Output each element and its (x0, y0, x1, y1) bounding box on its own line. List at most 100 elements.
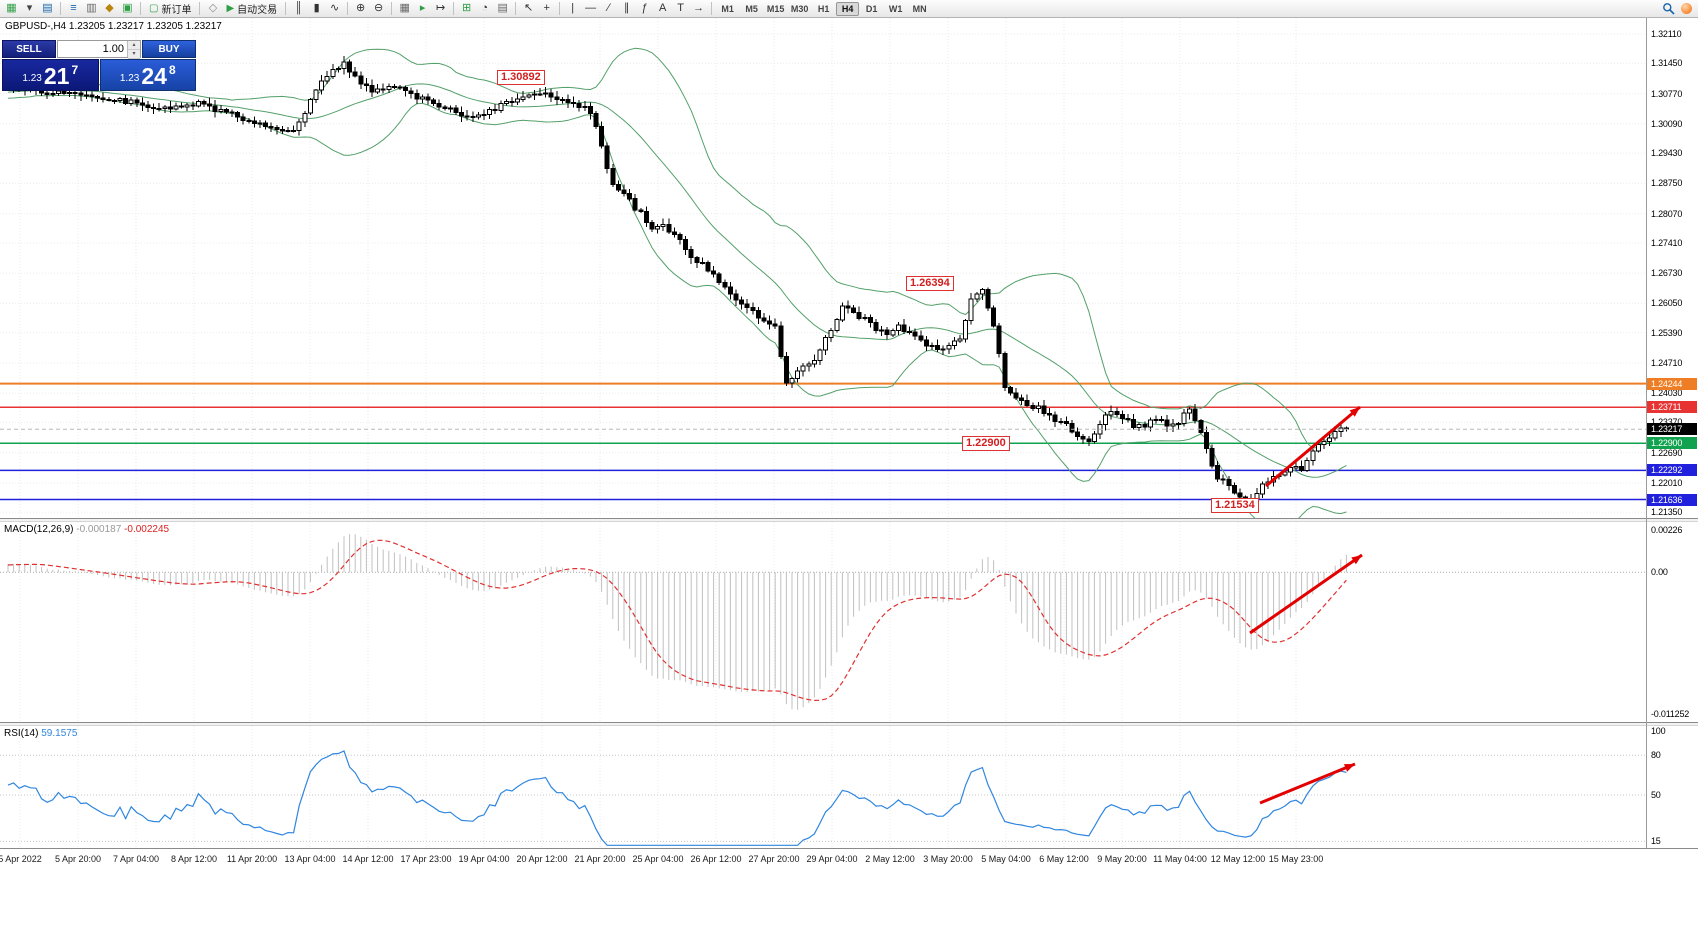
price-axis-label: 1.29430 (1651, 148, 1683, 158)
toolbar-separator (60, 2, 61, 15)
rsi-axis-label: 80 (1651, 750, 1661, 760)
line-chart-icon[interactable]: ∿ (326, 1, 343, 16)
timeframe-m5-button[interactable]: M5 (745, 3, 758, 14)
profiles-icon-glyph: ▤ (42, 2, 53, 14)
rsi-panel[interactable]: RSI(14) 59.1575 100 80 50 15 (0, 726, 1698, 848)
navigator-icon-glyph: ◆ (105, 2, 114, 14)
sell-button[interactable]: SELL (2, 40, 56, 58)
volume-input[interactable]: 1.00 ▴ ▾ (57, 40, 141, 59)
chart-shift-icon-glyph: ↦ (436, 2, 446, 14)
metaeditor-icon[interactable]: ◇ (204, 1, 221, 16)
rsi-axis-label: 15 (1651, 836, 1661, 846)
text-icon[interactable]: A (654, 1, 671, 16)
bottom-filler (0, 870, 1698, 940)
zoom-in-icon[interactable]: ⊕ (352, 1, 369, 16)
fibonacci-icon[interactable]: ƒ (636, 1, 653, 16)
market-watch-icon[interactable]: ≡ (65, 1, 82, 16)
toolbar-separator (140, 2, 141, 15)
timeframe-m15-button[interactable]: M15 (766, 3, 785, 14)
new-chart-icon[interactable]: ▦ (3, 1, 20, 16)
panel-separator[interactable] (0, 518, 1698, 522)
new-order-icon: ▢ (149, 3, 159, 14)
trend-arrow-line[interactable] (1249, 553, 1363, 635)
timeframe-m30-button[interactable]: M30 (790, 3, 809, 14)
text-label-icon[interactable]: T (672, 1, 689, 16)
time-axis-label: 3 May 20:00 (923, 854, 973, 864)
vertical-line-icon[interactable]: | (564, 1, 581, 16)
auto-scroll-icon-glyph: ▸ (419, 2, 426, 14)
chart-shift-icon[interactable]: ↦ (432, 1, 449, 16)
timeframe-d1-button[interactable]: D1 (865, 3, 878, 14)
time-axis[interactable]: 5 Apr 2022 5 Apr 20:00 7 Apr 04:00 8 Apr 12… (0, 848, 1698, 870)
new-order-button[interactable]: ▢ 新订单 (145, 1, 195, 16)
timeframe-h4-button[interactable]: H4 (836, 1, 860, 16)
periods-icon[interactable]: ◔ (476, 1, 493, 16)
bar-chart-icon[interactable]: ║ (290, 1, 307, 16)
new-chart-icon-glyph: ▦ (6, 2, 17, 14)
main-chart-panel[interactable]: GBPUSD-,H4 1.23205 1.23217 1.23205 1.232… (0, 18, 1698, 518)
auto-scroll-icon[interactable]: ▸ (414, 1, 431, 16)
price-callout-1.26394[interactable]: 1.26394 (906, 276, 954, 291)
channel-icon[interactable]: ∥ (618, 1, 635, 16)
price-callout-1.22900[interactable]: 1.22900 (962, 436, 1010, 451)
search-icon[interactable] (1660, 1, 1677, 16)
fibonacci-icon-glyph: ƒ (641, 2, 648, 14)
cursor-icon[interactable]: ↖ (520, 1, 537, 16)
time-axis-label: 8 Apr 12:00 (170, 854, 218, 864)
price-badge-1.22900: 1.22900 (1647, 437, 1697, 449)
rsi-axis-label: 100 (1651, 726, 1666, 736)
price-axis-label: 1.24710 (1651, 358, 1683, 368)
price-callout-1.30892[interactable]: 1.30892 (497, 70, 545, 85)
timeframe-m1-button[interactable]: M1 (721, 3, 734, 14)
candlestick-icon[interactable]: ▮ (308, 1, 325, 16)
bar-chart-icon-glyph: ║ (294, 2, 303, 14)
one-click-trading-panel: SELL 1.00 ▴ ▾ BUY 1.23 21 7 1.23 (2, 40, 196, 91)
buy-price-display[interactable]: 1.23 24 8 (99, 59, 196, 91)
price-axis-label: 1.26050 (1651, 298, 1683, 308)
timeframe-w1-button[interactable]: W1 (888, 3, 903, 14)
horizontal-line-icon[interactable]: — (582, 1, 599, 16)
time-axis-label: 9 May 20:00 (1097, 854, 1147, 864)
tile-windows-icon[interactable]: ▦ (396, 1, 413, 16)
new-chart-caret-icon[interactable]: ▾ (21, 1, 38, 16)
macd-panel[interactable]: MACD(12,26,9) -0.000187 -0.002245 0.0022… (0, 522, 1698, 722)
arrows-object-icon[interactable]: → (690, 1, 707, 16)
toolbar-separator (559, 2, 561, 15)
macd-main-value: -0.000187 (76, 524, 122, 535)
panel-separator[interactable] (0, 722, 1698, 726)
price-badge-1.24244: 1.24244 (1647, 378, 1697, 390)
volume-value[interactable]: 1.00 (102, 43, 124, 55)
toolbar-separator (391, 2, 393, 15)
symbol-ohlc-label: GBPUSD-,H4 1.23205 1.23217 1.23205 1.232… (5, 21, 222, 32)
data-window-icon[interactable]: ▥ (83, 1, 100, 16)
indicators-icon[interactable]: ⊞ (458, 1, 475, 16)
sell-price-head: 1.23 (22, 73, 42, 84)
crosshair-icon[interactable]: + (538, 1, 555, 16)
price-callout-1.21534[interactable]: 1.21534 (1211, 498, 1259, 513)
profiles-icon[interactable]: ▤ (39, 1, 56, 16)
time-axis-label: 27 Apr 20:00 (748, 854, 800, 864)
navigator-icon[interactable]: ◆ (101, 1, 118, 16)
price-axis-label: 1.24030 (1651, 388, 1683, 398)
community-icon[interactable] (1678, 1, 1695, 16)
timeframe-h1-button[interactable]: H1 (817, 3, 830, 14)
trend-arrow-head (1351, 555, 1362, 565)
templates-icon[interactable]: ▤ (494, 1, 511, 16)
volume-up-button[interactable]: ▴ (128, 41, 140, 50)
one-click-price-row: 1.23 21 7 1.23 24 8 (2, 59, 196, 91)
trend-arrow-line[interactable] (1265, 405, 1361, 488)
trendline-icon[interactable]: ∕ (600, 1, 617, 16)
buy-price-big: 24 (141, 63, 167, 89)
trend-arrow-line[interactable] (1259, 762, 1356, 805)
terminal-icon[interactable]: ▣ (119, 1, 136, 16)
channel-icon-glyph: ∥ (623, 2, 630, 14)
zoom-out-icon[interactable]: ⊖ (370, 1, 387, 16)
sell-price-display[interactable]: 1.23 21 7 (2, 59, 99, 91)
macd-axis-label: 0.00 (1651, 567, 1668, 577)
market-watch-icon-glyph: ≡ (70, 2, 77, 14)
time-axis-label: 13 Apr 04:00 (284, 854, 336, 864)
volume-down-button[interactable]: ▾ (128, 50, 140, 59)
buy-button[interactable]: BUY (142, 40, 196, 58)
timeframe-mn-button[interactable]: MN (912, 3, 927, 14)
autotrading-button[interactable]: ▶ 自动交易 (222, 1, 281, 16)
